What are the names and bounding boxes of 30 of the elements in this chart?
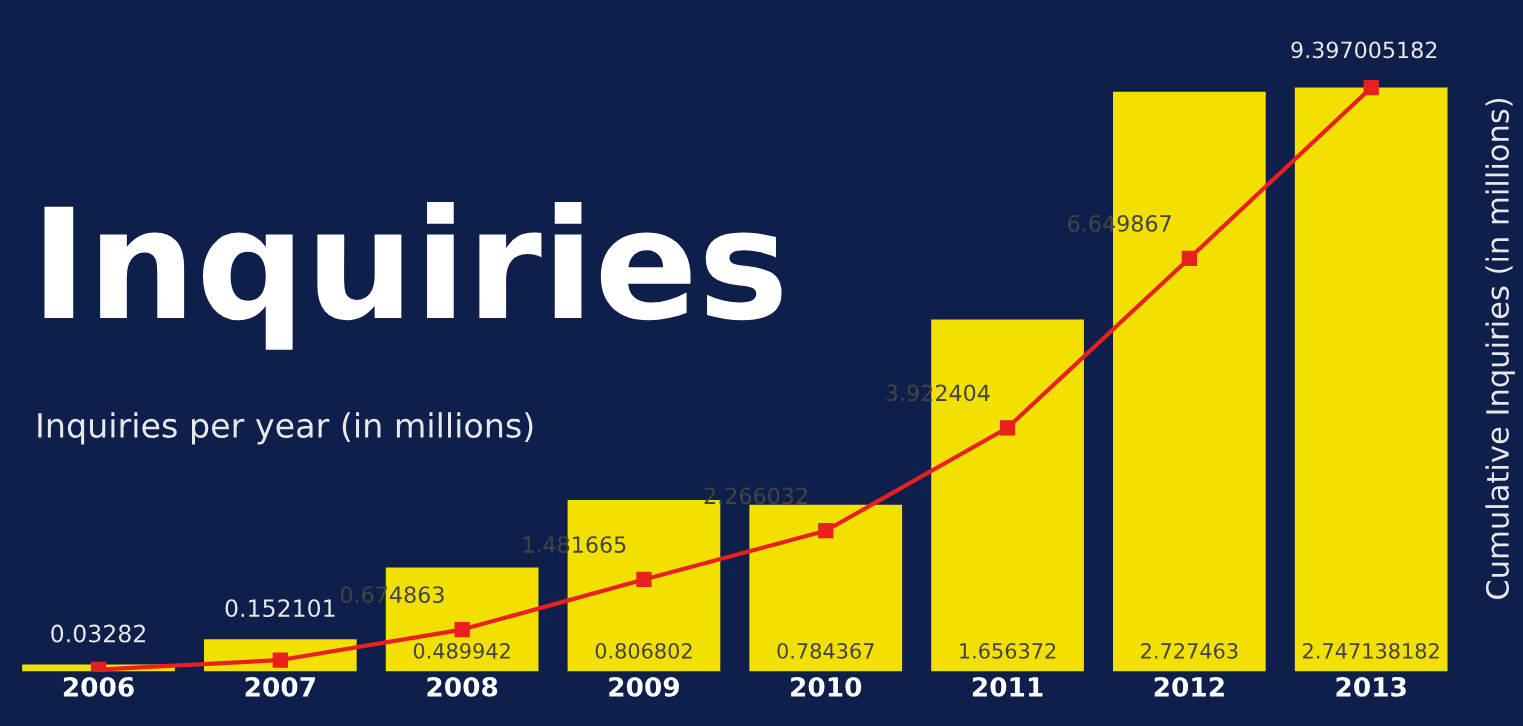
point: [454, 621, 470, 638]
x-tick-label: 2008: [427, 676, 498, 697]
point: [1181, 250, 1198, 266]
data-label: 0.152101: [225, 599, 335, 618]
x-tick-label: 2006: [63, 676, 134, 697]
y-axis-title: Inquiries per year (in millions): [38, 412, 533, 445]
data-label: 0.806802: [595, 643, 692, 659]
x-tick-label: 2012: [1154, 676, 1224, 697]
data-label: 2.747138182: [1303, 643, 1439, 659]
x-tick-label: 2013: [1336, 676, 1406, 697]
data-label: 2.727463: [1141, 643, 1238, 659]
point: [1363, 79, 1379, 96]
data-label: 9.397005182: [1291, 41, 1437, 59]
text: Inquiries: [44, 201, 782, 350]
x-tick-label: 2010: [791, 676, 862, 697]
x-tick-label: 2007: [245, 676, 315, 697]
point: [999, 420, 1016, 436]
data-label: 0.784367: [777, 643, 874, 659]
y2-axis-title: Cumulative Inquiries (in millions): [1485, 98, 1515, 599]
point: [636, 571, 652, 588]
data-label: 1.656372: [960, 643, 1056, 659]
point: [272, 652, 288, 668]
data-label: 0.489942: [413, 643, 510, 659]
x-tick-label: 2011: [972, 676, 1043, 697]
data-label: 2.266032: [704, 487, 807, 505]
bar: [1294, 87, 1448, 672]
x-tick-label: 2009: [609, 676, 679, 697]
bar: [749, 504, 903, 672]
data-label: 0.03282: [51, 624, 145, 643]
point: [818, 523, 834, 539]
